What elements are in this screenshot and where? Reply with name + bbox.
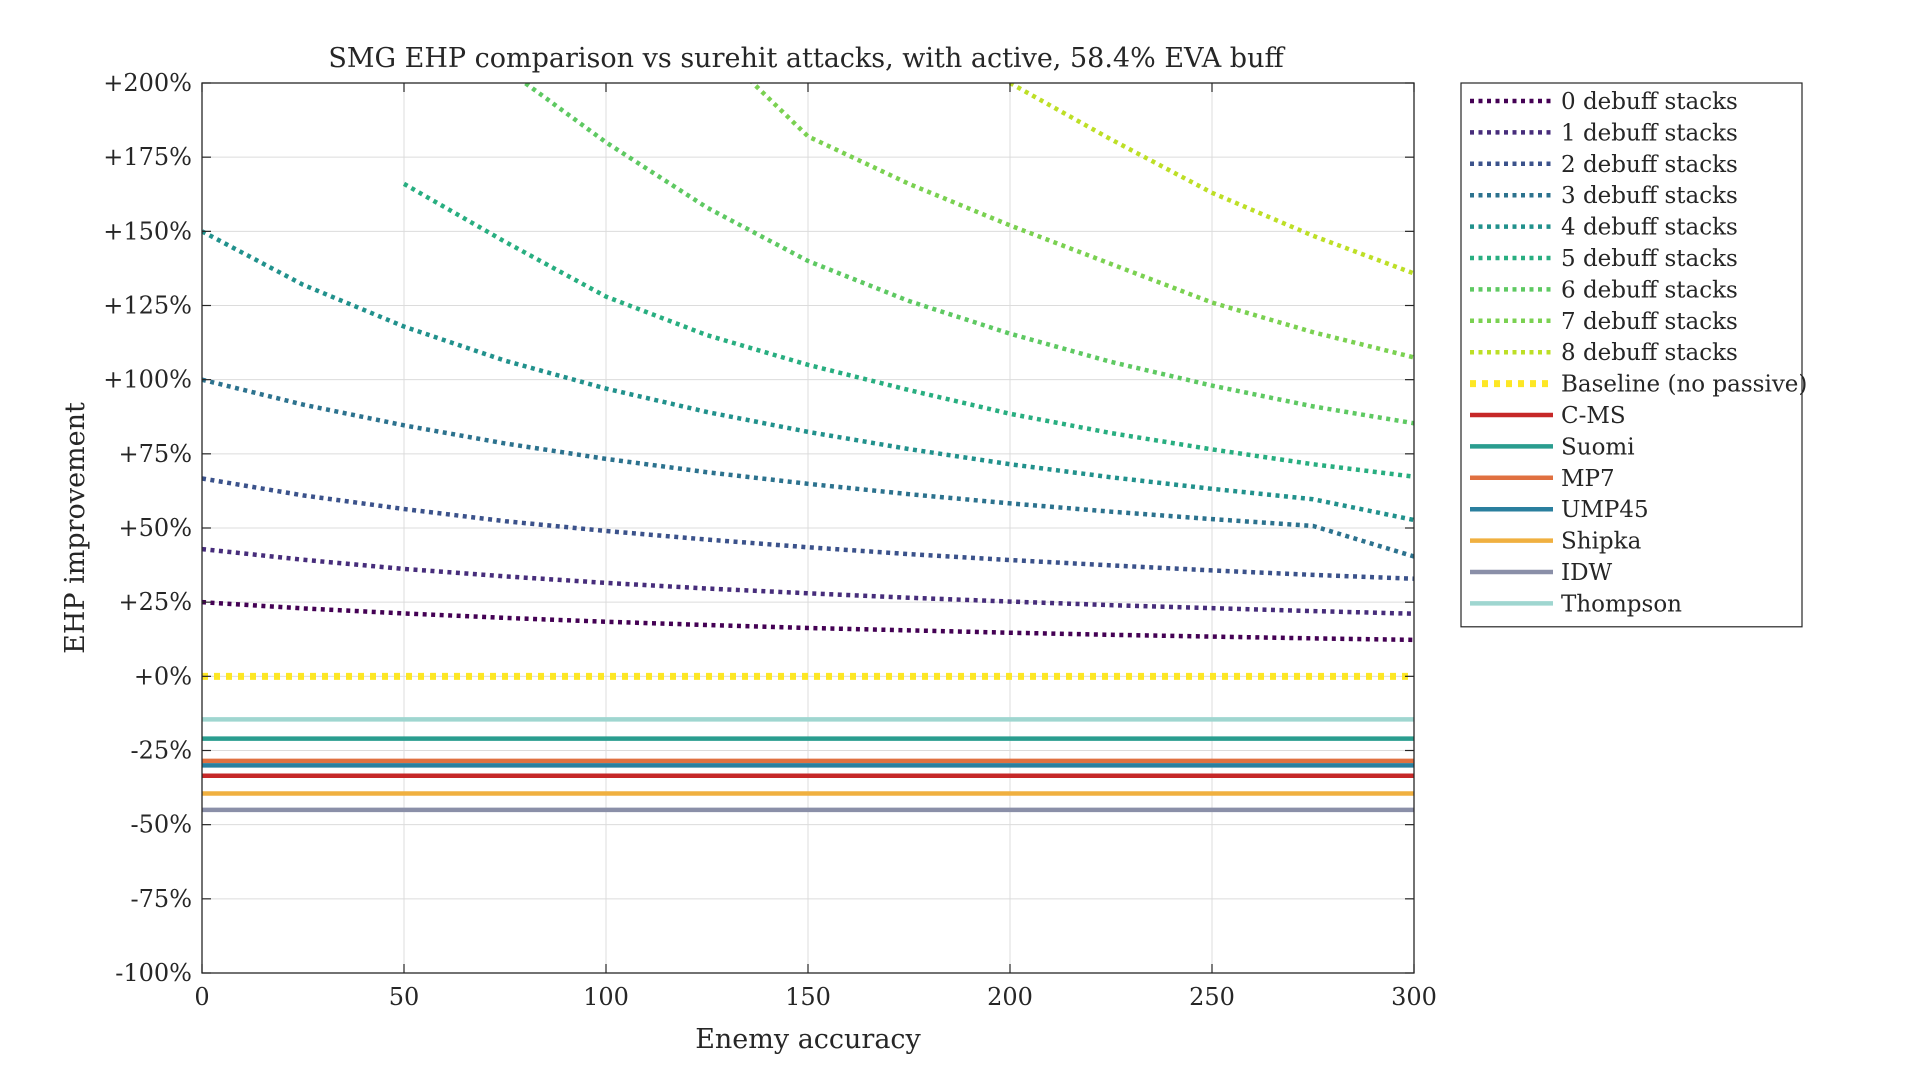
legend-label: 4 debuff stacks (1561, 215, 1738, 241)
legend-label: C-MS (1561, 403, 1626, 429)
axis-ticks: 0 50 100 150 200 250 300 -100% -75% -50% -25% +0% +2… (103, 69, 1437, 1011)
legend-label: 5 debuff stacks (1561, 246, 1738, 272)
legend-label: Shipka (1561, 529, 1642, 555)
series-line-6-debuff-stacks (521, 83, 1414, 426)
y-tick-label: +50% (119, 514, 192, 542)
x-tick-label: 0 (194, 983, 209, 1011)
legend-label: 0 debuff stacks (1561, 89, 1738, 115)
legend-label: 2 debuff stacks (1561, 152, 1738, 178)
y-tick-label: +150% (103, 217, 192, 245)
legend-label: 8 debuff stacks (1561, 340, 1738, 366)
y-tick-label: +125% (103, 292, 192, 320)
x-tick-label: 50 (389, 983, 420, 1011)
series-line-5-debuff-stacks (402, 181, 1414, 479)
series-line-1-debuff-stacks (202, 546, 1414, 616)
y-tick-label: -50% (131, 811, 192, 839)
series-line-3-debuff-stacks (202, 377, 1414, 559)
x-tick-label: 200 (987, 983, 1033, 1011)
y-tick-label: +0% (134, 662, 192, 690)
legend-label: UMP45 (1561, 497, 1649, 523)
series-line-7-debuff-stacks (749, 83, 1414, 360)
legend-label: Baseline (no passive) (1561, 372, 1807, 398)
y-tick-label: +75% (119, 440, 192, 468)
y-tick-label: +175% (103, 143, 192, 171)
chart-title: SMG EHP comparison vs surehit attacks, w… (328, 43, 1285, 74)
series-line-2-debuff-stacks (202, 476, 1414, 581)
legend-label: 3 debuff stacks (1561, 183, 1738, 209)
y-tick-label: +200% (103, 69, 192, 97)
series-line-0-debuff-stacks (202, 599, 1414, 643)
series-line-8-debuff-stacks (1008, 83, 1414, 276)
series-layer (202, 83, 1414, 813)
legend-label: 7 debuff stacks (1561, 309, 1738, 335)
x-axis-label: Enemy accuracy (695, 1024, 921, 1055)
legend-label: 6 debuff stacks (1561, 277, 1738, 303)
legend-label: IDW (1561, 560, 1613, 586)
legend-label: Thompson (1561, 591, 1682, 617)
grid (201, 82, 1415, 974)
legend: 0 debuff stacks 1 debuff stacks 2 debuff s… (1460, 82, 1807, 628)
x-tick-label: 150 (785, 983, 831, 1011)
legend-label: MP7 (1561, 466, 1615, 492)
y-tick-label: -25% (131, 737, 192, 765)
x-tick-label: 300 (1391, 983, 1437, 1011)
y-tick-label: -100% (115, 959, 192, 987)
legend-label: 1 debuff stacks (1561, 120, 1738, 146)
y-tick-label: +25% (119, 588, 192, 616)
y-axis-label: EHP improvement (60, 402, 91, 654)
legend-label: Suomi (1561, 434, 1635, 460)
legend-box (1460, 82, 1803, 628)
y-tick-label: -75% (131, 885, 192, 913)
y-tick-label: +100% (103, 366, 192, 394)
x-tick-label: 100 (583, 983, 629, 1011)
x-tick-label: 250 (1189, 983, 1235, 1011)
series-line-4-debuff-stacks (202, 229, 1414, 523)
